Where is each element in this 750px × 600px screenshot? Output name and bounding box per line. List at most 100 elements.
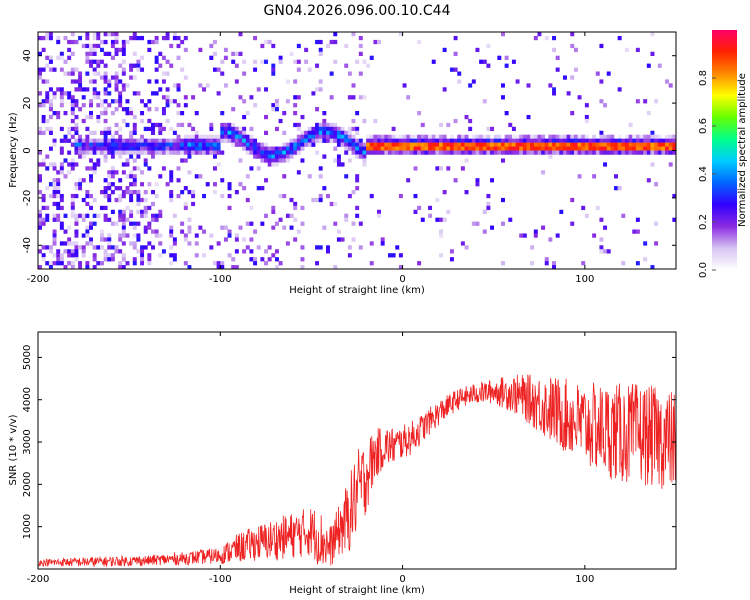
spectrogram-cell	[165, 95, 170, 100]
spectrogram-cell	[577, 150, 582, 155]
spectrogram-cell	[118, 237, 123, 242]
spectrogram-cell	[209, 245, 214, 250]
spectrogram-cell	[519, 142, 524, 147]
spectrogram-cell	[81, 118, 86, 124]
spectrogram-cell	[347, 134, 352, 139]
spectrogram-cell	[643, 134, 648, 139]
spectrogram-cell	[428, 213, 433, 218]
spectrogram-cell	[67, 39, 72, 45]
spectrogram-cell	[300, 114, 305, 120]
spectrogram-cell	[114, 83, 119, 88]
spectrogram-cell	[271, 103, 276, 108]
spectrogram-cell	[304, 134, 309, 139]
spectrogram-cell	[78, 186, 83, 191]
spectrogram-cell	[129, 35, 134, 41]
spectrogram-cell	[351, 95, 356, 100]
spectrogram-cell	[486, 43, 491, 49]
spectrogram-cell	[278, 118, 283, 124]
spectrogram-cell	[581, 261, 586, 266]
spectrogram-cell	[599, 245, 604, 250]
spectrogram-cell	[377, 150, 381, 155]
spectrogram-cell	[632, 142, 637, 147]
spectrogram-cell	[242, 186, 247, 191]
spectrogram-cell	[125, 174, 130, 179]
spectrogram-cell	[169, 233, 174, 238]
spectrogram-cell	[420, 138, 425, 143]
spectrogram-cell	[672, 193, 676, 199]
spectrogram-cell	[610, 150, 615, 155]
spectrogram-cell	[278, 217, 283, 222]
spectrogram-cell	[358, 245, 363, 250]
spectrogram-cell	[293, 217, 298, 222]
spectrogram-cell	[621, 213, 626, 218]
spectrogram-cell	[351, 237, 356, 242]
spectrogram-cell	[140, 55, 145, 60]
spectrogram-cell	[176, 178, 181, 183]
spectrogram-cell	[665, 142, 670, 147]
spectrogram-cell	[475, 178, 480, 183]
spectrogram-cell	[136, 197, 141, 203]
spectrogram-cell	[103, 91, 108, 96]
spectrogram-cell	[103, 146, 108, 151]
spectrogram-cell	[78, 75, 83, 80]
spectrogram-cell	[566, 142, 571, 147]
spectrogram-cell	[220, 59, 225, 64]
spectrogram-cell	[147, 166, 152, 171]
spectrogram-cell	[78, 261, 83, 266]
spectrogram-cell	[56, 205, 61, 211]
spectrogram-cell	[143, 245, 148, 250]
spectrogram-cell	[52, 201, 57, 207]
spectrogram-cell	[103, 118, 108, 124]
spectrogram-cell	[180, 190, 185, 195]
spectrogram-cell	[519, 146, 524, 151]
spectrogram-cell	[110, 150, 115, 155]
spectrogram-cell	[260, 154, 265, 159]
spectrogram-cell	[329, 39, 334, 45]
spectrogram-cell	[172, 257, 177, 262]
x-tick-label: -200	[27, 274, 50, 285]
spectrogram-cell	[479, 138, 484, 143]
spectrogram-cell	[180, 138, 185, 143]
spectrogram-cell	[264, 59, 268, 64]
spectrogram-cell	[377, 146, 381, 151]
spectrogram-cell	[187, 229, 192, 234]
spectrogram-cell	[344, 150, 349, 155]
spectrogram-cell	[38, 150, 42, 155]
spectrogram-cell	[340, 142, 345, 147]
spectrogram-cell	[552, 261, 556, 266]
spectrogram-cell	[267, 158, 272, 163]
spectrogram-cell	[129, 107, 134, 112]
spectrogram-cell	[52, 241, 57, 246]
spectrogram-cell	[140, 209, 145, 214]
spectrogram-cell	[242, 146, 247, 151]
spectrogram-cell	[158, 138, 163, 143]
spectrogram-cell	[140, 150, 145, 155]
spectrogram-cell	[315, 134, 320, 139]
spectrogram-cell	[121, 265, 126, 269]
spectrogram-cell	[428, 138, 433, 143]
spectrogram-cell	[413, 166, 418, 171]
spectrogram-cell	[519, 138, 524, 143]
spectrogram-cell	[118, 142, 123, 147]
spectrogram-cell	[216, 162, 221, 167]
spectrogram-cell	[566, 150, 571, 155]
spectrogram-cell	[614, 174, 618, 179]
spectrogram-cell	[336, 158, 341, 163]
spectrogram-cell	[125, 186, 130, 191]
spectrogram-cell	[635, 229, 640, 234]
spectrogram-cell	[220, 126, 225, 132]
spectrogram-cell	[103, 87, 108, 92]
spectrogram-cell	[227, 182, 232, 187]
spectrogram-cell	[223, 55, 228, 60]
spectrogram-cell	[231, 265, 236, 269]
spectrogram-cell	[205, 146, 210, 151]
spectrogram-cell	[194, 174, 199, 179]
spectrogram-cell	[136, 221, 141, 226]
spectrogram-cell	[92, 32, 97, 37]
spectrogram-cell	[99, 39, 104, 45]
y-tick-label: 0	[22, 147, 33, 153]
spectrogram-cell	[118, 63, 123, 68]
spectrogram-cell	[169, 178, 174, 183]
spectrogram-cell	[515, 79, 520, 84]
spectrogram-cell	[151, 201, 155, 207]
